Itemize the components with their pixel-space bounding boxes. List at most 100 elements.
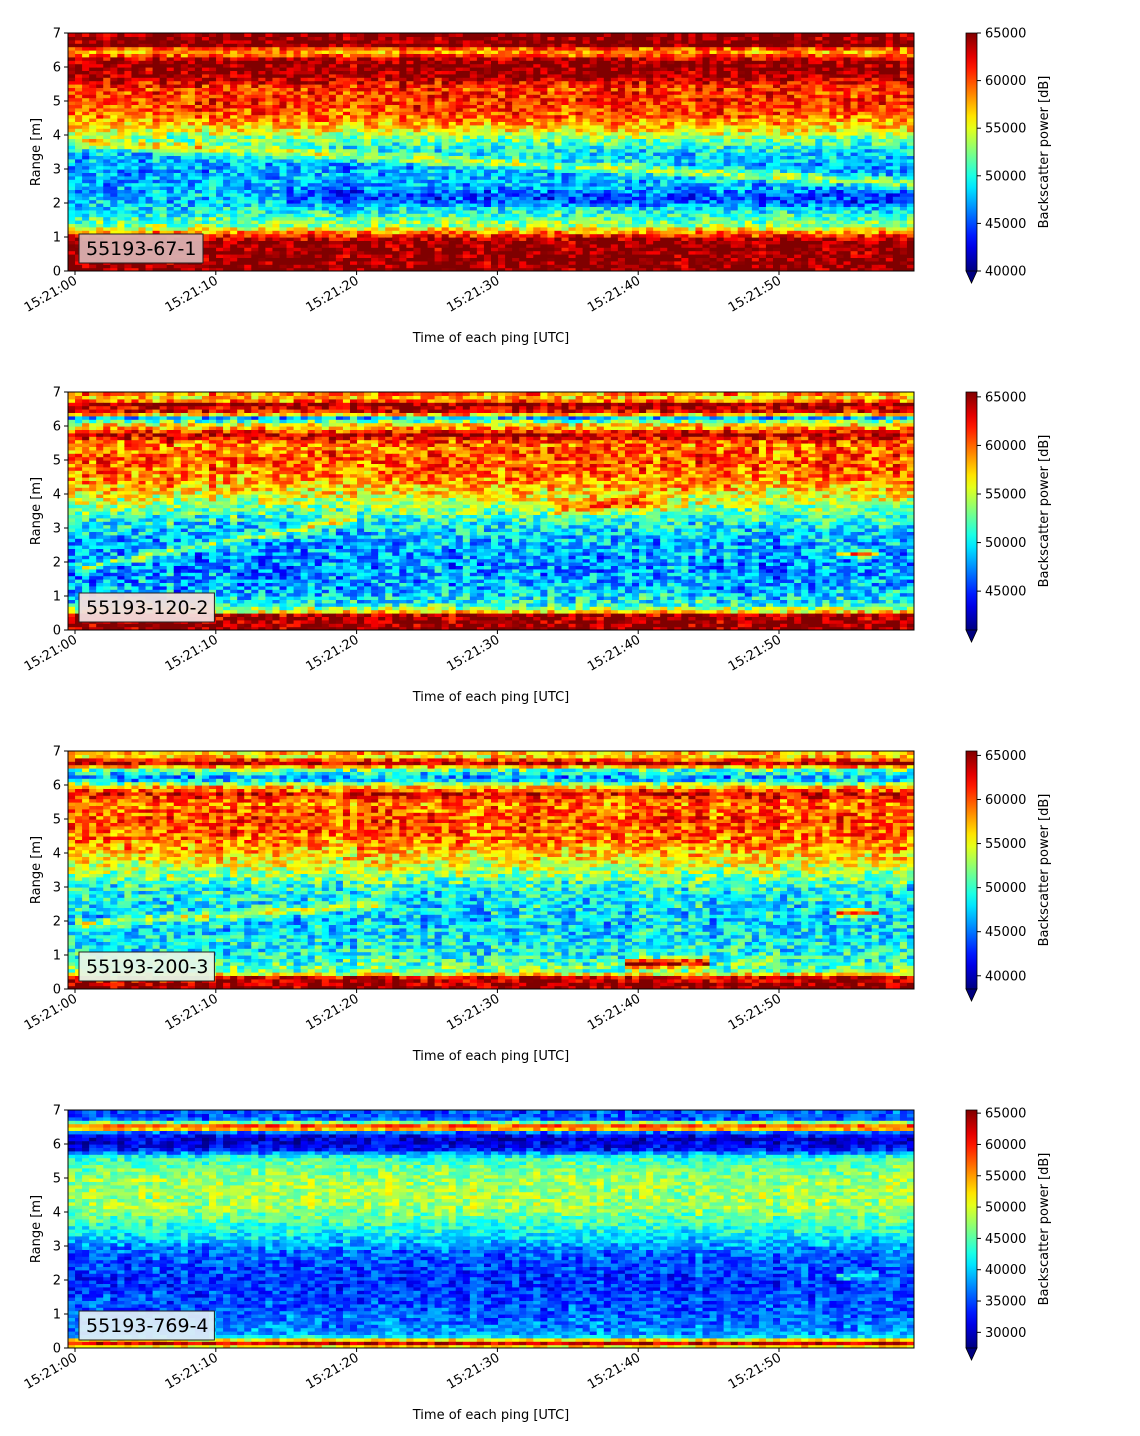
heatmap-cell [209,135,217,139]
heatmap-cell [427,90,436,95]
heatmap-cell [321,131,330,136]
heatmap-cell [300,250,309,255]
heatmap-cell [364,67,372,71]
heatmap-cell [512,141,520,146]
heatmap-cell [68,131,76,136]
heatmap-cell [385,206,393,211]
heatmap-cell [512,233,520,238]
heatmap-cell [75,90,83,95]
heatmap-cell [547,135,556,139]
heatmap-cell [223,237,231,241]
heatmap-cell [152,216,161,221]
heatmap-cell [448,77,457,82]
heatmap-cell [159,213,168,218]
heatmap-cell [554,67,563,71]
heatmap-cell [138,199,147,204]
heatmap-cell [230,260,238,265]
heatmap-cell [251,60,259,65]
heatmap-cell [469,220,478,224]
heatmap-cell [335,237,344,241]
heatmap-cell [540,121,548,126]
heatmap-cell [342,172,351,177]
heatmap-cell [201,33,210,37]
heatmap-cell [124,138,133,143]
heatmap-cell [124,155,133,160]
heatmap-cell [117,131,125,136]
heatmap-cell [89,53,97,58]
heatmap-cell [187,124,196,129]
heatmap-cell [533,233,541,238]
heatmap-cell [201,60,210,65]
heatmap-cell [103,50,111,54]
heatmap-cell [427,230,436,235]
heatmap-cell [103,124,111,129]
heatmap-cell [357,186,365,190]
heatmap-cell [110,121,118,126]
heatmap-cell [371,240,379,245]
heatmap-cell [519,77,527,82]
heatmap-cell [385,63,393,68]
heatmap-cell [82,53,90,58]
heatmap-cell [209,169,217,173]
heatmap-cell [279,104,288,109]
heatmap-cell [258,206,266,211]
heatmap-cell [96,94,104,99]
heatmap-cell [399,63,407,68]
heatmap-cell [413,84,422,88]
heatmap-cell [420,192,429,197]
heatmap-cell [194,56,203,61]
heatmap-cell [378,169,386,173]
heatmap-cell [357,192,365,197]
heatmap-cell [173,213,182,218]
heatmap-cell [110,213,118,218]
heatmap-cell [209,175,217,180]
heatmap-cell [209,260,217,265]
heatmap-cell [321,264,330,269]
heatmap-cell [258,97,266,102]
heatmap-cell [413,240,422,245]
heatmap-cell [469,121,478,126]
heatmap-cell [145,148,154,153]
heatmap-cell [279,199,288,204]
heatmap-cell [230,240,238,245]
heatmap-cell [258,118,266,122]
heatmap-cell [194,97,203,102]
heatmap-cell [258,169,266,173]
heatmap-cell [357,60,365,65]
heatmap-cell [342,148,351,153]
heatmap-cell [420,158,429,163]
heatmap-cell [75,60,83,65]
heatmap-cell [483,179,492,184]
heatmap-cell [103,128,111,133]
heatmap-cell [533,90,541,95]
heatmap-cell [180,182,189,187]
heatmap-cell [314,63,323,68]
heatmap-cell [406,189,415,194]
heatmap-cell [547,77,556,82]
heatmap-cell [173,56,182,61]
heatmap-cell [413,179,422,184]
heatmap-cell [357,175,365,180]
heatmap-cell [413,135,422,139]
heatmap-cell [413,264,422,269]
heatmap-cell [180,43,189,48]
heatmap-cell [406,240,415,245]
heatmap-cell [68,39,76,44]
heatmap-cell [526,77,534,82]
heatmap-cell [166,209,175,214]
heatmap-cell [89,213,97,218]
heatmap-cell [75,128,83,133]
heatmap-cell [103,39,111,44]
heatmap-cell [342,124,351,129]
heatmap-cell [180,162,189,167]
heatmap-cell [519,230,527,235]
heatmap-cell [103,206,111,211]
heatmap-cell [307,165,316,170]
heatmap-cell [187,172,196,177]
heatmap-cell [82,220,90,224]
heatmap-cell [223,260,231,265]
heatmap-cell [138,230,147,235]
heatmap-cell [448,196,457,201]
heatmap-cell [152,90,161,95]
heatmap-cell [455,94,464,99]
